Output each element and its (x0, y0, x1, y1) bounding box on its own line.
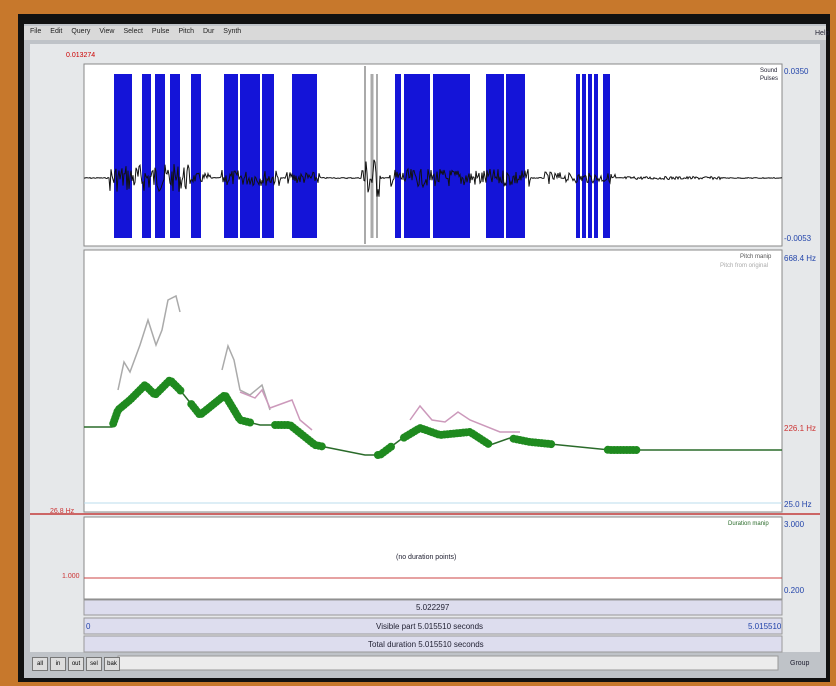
zoom-button[interactable]: out (68, 657, 84, 671)
pulse-bar (170, 74, 180, 238)
sound-legend-2: Pulses (760, 76, 779, 82)
pulse-bar (486, 74, 504, 238)
visible-row (83, 617, 783, 635)
sound-legend-1: Sound (760, 68, 778, 74)
group-toggle[interactable]: Group (790, 660, 810, 667)
pitch-point (317, 442, 326, 451)
cursor-time: 5.022297 (416, 603, 450, 612)
pitch-point (547, 440, 556, 449)
duration-panel (83, 516, 783, 600)
pitch-points (109, 376, 641, 459)
duration-empty: (no duration points) (396, 554, 457, 561)
menu-item[interactable]: Pitch (178, 28, 194, 35)
pulse-bar (191, 74, 201, 238)
pulse-bars (114, 74, 610, 238)
visible-end: 5.015510 (748, 622, 782, 631)
pitch-legend-2: Pitch from original (720, 263, 769, 269)
pitch-legend-1: Pitch manip (740, 254, 772, 260)
total-row (83, 635, 783, 653)
zoom-button[interactable]: all (32, 657, 48, 671)
total-duration: Total duration 5.015510 seconds (368, 640, 484, 649)
menu-item[interactable]: View (99, 28, 115, 35)
duration-left: 1.000 (62, 573, 80, 580)
pulse-bar (262, 74, 274, 238)
pulse-bar (240, 74, 260, 238)
original-pitch (117, 294, 181, 391)
pulse-bar (292, 74, 317, 238)
pitch-point (176, 386, 185, 395)
waveform (83, 159, 783, 197)
visible-start: 0 (86, 622, 91, 631)
menu-item[interactable]: Synth (223, 28, 242, 35)
menu-item[interactable]: Edit (50, 28, 63, 35)
menu: File Edit Query View Select Pulse Pitch Dur Synt… (30, 28, 241, 40)
pitch-point (246, 418, 255, 427)
pitch-panel (83, 249, 783, 513)
duration-top: 3.000 (784, 520, 805, 529)
sound-top: 0.0350 (784, 67, 809, 76)
pulse-bar (114, 74, 132, 238)
pulse-bar (582, 74, 586, 238)
menu-bar (24, 26, 826, 40)
original-pitch (239, 388, 313, 431)
menu-item[interactable]: File (30, 28, 42, 35)
pulse-bar (395, 74, 401, 238)
cursor-row (83, 599, 783, 616)
help-menu[interactable]: Help (815, 30, 830, 37)
cursor-value: 0.013274 (66, 52, 96, 59)
zoom-button[interactable]: bak (104, 657, 120, 671)
pitch-point (632, 446, 641, 454)
pulse-bar (603, 74, 610, 238)
pitch-point (387, 442, 396, 451)
original-pitch (409, 404, 520, 433)
visible-part: Visible part 5.015510 seconds (376, 622, 484, 631)
pitch-bottom: 25.0 Hz (784, 500, 812, 509)
scrollbar[interactable] (117, 655, 779, 671)
pitch-point (484, 439, 493, 448)
pulse-bar (404, 74, 430, 238)
pulse-bar (155, 74, 165, 238)
menu-item[interactable]: Dur (203, 28, 215, 35)
pitch-left: 26.8 Hz (50, 508, 75, 515)
pitch-top: 668.4 Hz (784, 254, 817, 263)
pulse-bar (594, 74, 598, 238)
duration-legend: Duration manip (728, 521, 769, 527)
pulse-bar (588, 74, 592, 238)
pulse-bar (506, 74, 525, 238)
duration-bottom: 0.200 (784, 586, 805, 595)
pulse-bar (433, 74, 470, 238)
menu-item[interactable]: Pulse (151, 28, 170, 35)
pulse-bar (224, 74, 238, 238)
pitch-cursor: 226.1 Hz (784, 424, 817, 433)
pulse-bar (142, 74, 151, 238)
original-pitch (221, 343, 271, 411)
menu-item[interactable]: Select (123, 28, 143, 35)
pulse-bar (576, 74, 580, 238)
zoom-button[interactable]: sel (86, 657, 102, 671)
zoom-button[interactable]: in (50, 657, 66, 671)
sound-bottom: -0.0053 (784, 234, 812, 243)
menu-item[interactable]: Query (71, 28, 91, 35)
zoom-buttons: all in out sel bak (32, 657, 120, 671)
